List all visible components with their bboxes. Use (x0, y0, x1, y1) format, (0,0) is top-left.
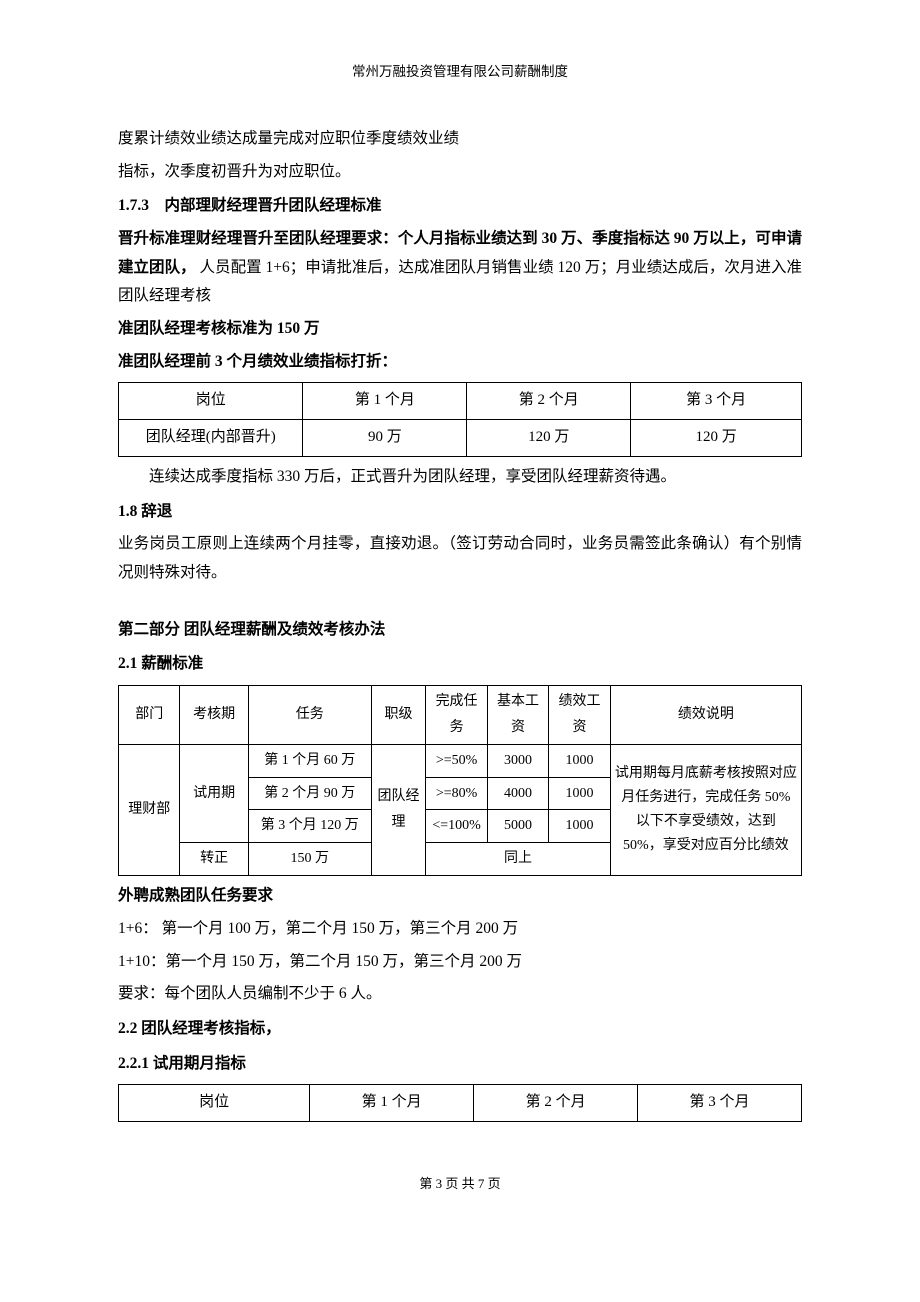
table-header-cell: 第 1 个月 (303, 383, 467, 420)
table-header-cell: 部门 (119, 685, 180, 744)
table-cell: 150 万 (248, 843, 371, 876)
table-cell: 试用期每月底薪考核按照对应月任务进行，完成任务 50%以下不享受绩效，达到 50… (610, 744, 801, 876)
table-trial-month-target: 岗位 第 1 个月 第 2 个月 第 3 个月 (118, 1084, 802, 1122)
table-cell: 同上 (426, 843, 610, 876)
table-cell: 120 万 (467, 420, 631, 457)
page-footer: 第 3 页 共 7 页 (118, 1172, 802, 1196)
table-cell: 3000 (487, 744, 548, 777)
table-row: 理财部 试用期 第 1 个月 60 万 团队经理 >=50% 3000 1000… (119, 744, 802, 777)
table-header-cell: 第 2 个月 (474, 1085, 638, 1122)
table-header-cell: 第 1 个月 (310, 1085, 474, 1122)
table-header-cell: 任务 (248, 685, 371, 744)
table-cell: 团队经理(内部晋升) (119, 420, 303, 457)
table-cell: 120 万 (631, 420, 802, 457)
table-cell: 第 1 个月 60 万 (248, 744, 371, 777)
paragraph-bold: 准团队经理前 3 个月绩效业绩指标打折： (118, 348, 802, 377)
paragraph: 要求：每个团队人员编制不少于 6 人。 (118, 980, 802, 1009)
table-header-cell: 第 3 个月 (631, 383, 802, 420)
table-cell: 5000 (487, 810, 548, 843)
table-header-cell: 绩效说明 (610, 685, 801, 744)
table-header-cell: 第 2 个月 (467, 383, 631, 420)
paragraph: 1+6： 第一个月 100 万，第二个月 150 万，第三个月 200 万 (118, 915, 802, 944)
table-header-cell: 完成任务 (426, 685, 487, 744)
paragraph: 度累计绩效业绩达成量完成对应职位季度绩效业绩 (118, 125, 802, 154)
table-row: 部门 考核期 任务 职级 完成任务 基本工资 绩效工资 绩效说明 (119, 685, 802, 744)
table-cell: <=100% (426, 810, 487, 843)
table-header-cell: 岗位 (119, 1085, 310, 1122)
table-row: 岗位 第 1 个月 第 2 个月 第 3 个月 (119, 1085, 802, 1122)
table-cell: 转正 (180, 843, 248, 876)
table-cell: >=80% (426, 777, 487, 810)
paragraph: 1+10：第一个月 150 万，第二个月 150 万，第三个月 200 万 (118, 948, 802, 977)
table-cell: 第 3 个月 120 万 (248, 810, 371, 843)
heading-2-2: 2.2 团队经理考核指标， (118, 1015, 802, 1044)
text-run: 人员配置 1+6；申请批准后，达成准团队月销售业绩 120 万；月业绩达成后，次… (118, 259, 802, 305)
heading-2-1: 2.1 薪酬标准 (118, 650, 802, 679)
paragraph-bold: 准团队经理考核标准为 150 万 (118, 315, 802, 344)
heading-2-2-1: 2.2.1 试用期月指标 (118, 1050, 802, 1079)
table-header-cell: 第 3 个月 (638, 1085, 802, 1122)
paragraph: 指标，次季度初晋升为对应职位。 (118, 158, 802, 187)
paragraph: 晋升标准理财经理晋升至团队经理要求：个人月指标业绩达到 30 万、季度指标达 9… (118, 225, 802, 311)
table-row: 团队经理(内部晋升) 90 万 120 万 120 万 (119, 420, 802, 457)
table-cell: 1000 (549, 744, 610, 777)
table-promotion-discount: 岗位 第 1 个月 第 2 个月 第 3 个月 团队经理(内部晋升) 90 万 … (118, 382, 802, 457)
table-cell: 1000 (549, 810, 610, 843)
heading-1-8: 1.8 辞退 (118, 498, 802, 527)
table-cell: 理财部 (119, 744, 180, 876)
page-header: 常州万融投资管理有限公司薪酬制度 (118, 60, 802, 85)
heading-external-team: 外聘成熟团队任务要求 (118, 882, 802, 911)
paragraph: 业务岗员工原则上连续两个月挂零，直接劝退。（签订劳动合同时，业务员需签此条确认）… (118, 530, 802, 587)
table-cell: 1000 (549, 777, 610, 810)
table-header-cell: 绩效工资 (549, 685, 610, 744)
table-row: 岗位 第 1 个月 第 2 个月 第 3 个月 (119, 383, 802, 420)
heading-part2: 第二部分 团队经理薪酬及绩效考核办法 (118, 616, 802, 645)
paragraph: 连续达成季度指标 330 万后，正式晋升为团队经理，享受团队经理薪资待遇。 (118, 463, 802, 492)
table-cell: 4000 (487, 777, 548, 810)
table-header-cell: 职级 (371, 685, 426, 744)
table-salary-standard: 部门 考核期 任务 职级 完成任务 基本工资 绩效工资 绩效说明 理财部 试用期… (118, 685, 802, 876)
table-header-cell: 基本工资 (487, 685, 548, 744)
table-cell: >=50% (426, 744, 487, 777)
table-header-cell: 考核期 (180, 685, 248, 744)
table-header-cell: 岗位 (119, 383, 303, 420)
table-cell: 90 万 (303, 420, 467, 457)
table-cell: 第 2 个月 90 万 (248, 777, 371, 810)
heading-1-7-3: 1.7.3 内部理财经理晋升团队经理标准 (118, 192, 802, 221)
table-cell: 团队经理 (371, 744, 426, 876)
table-cell: 试用期 (180, 744, 248, 843)
